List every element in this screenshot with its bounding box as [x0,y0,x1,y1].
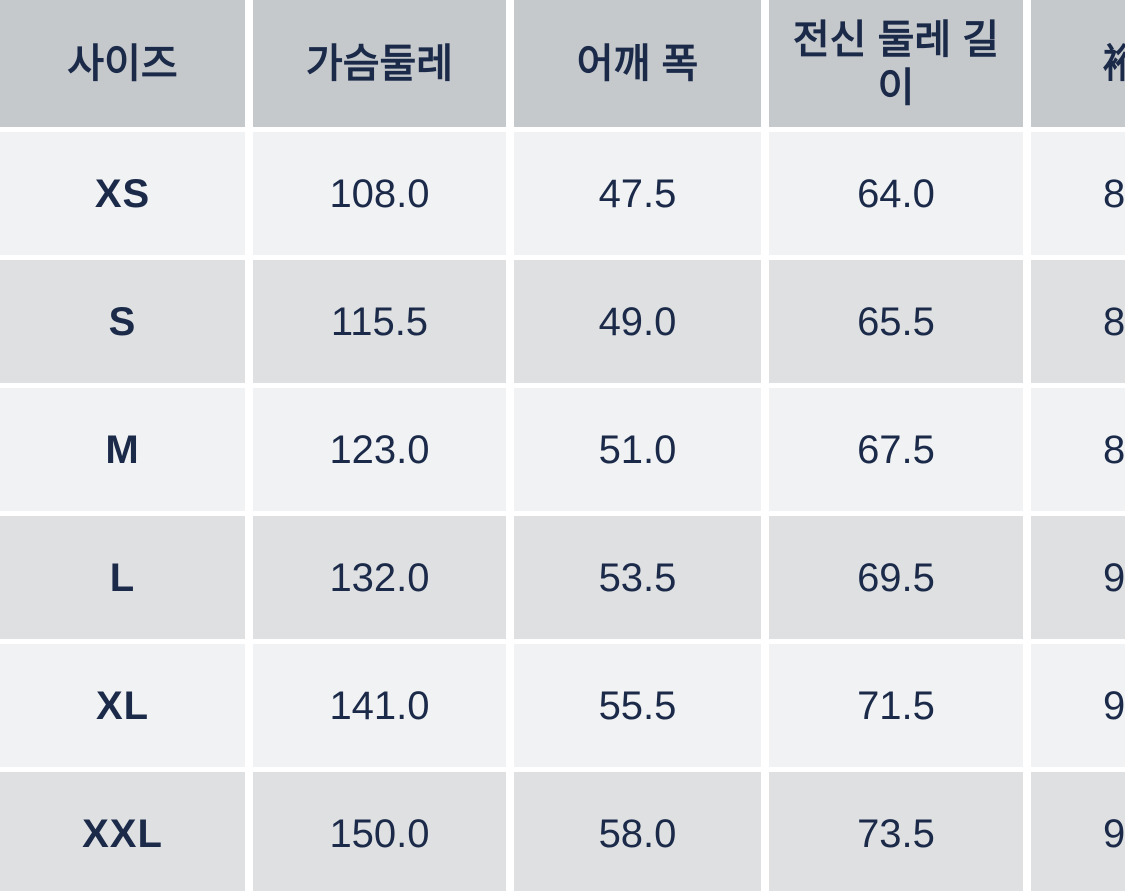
cell-shoulder: 55.5 [514,644,761,767]
cell-length: 71.5 [769,644,1023,767]
cell-sleeve: 8 [1031,260,1125,383]
header-shoulder: 어깨 폭 [514,0,761,127]
cell-size: S [0,260,245,383]
cell-length: 73.5 [769,772,1023,891]
cell-sleeve: 8 [1031,388,1125,511]
cell-length: 64.0 [769,132,1023,255]
cell-chest: 123.0 [253,388,506,511]
cell-length: 67.5 [769,388,1023,511]
header-sleeve: 裄 [1031,0,1125,127]
cell-shoulder: 49.0 [514,260,761,383]
cell-size: M [0,388,245,511]
cell-chest: 132.0 [253,516,506,639]
cell-sleeve: 8 [1031,132,1125,255]
header-size: 사이즈 [0,0,245,127]
cell-shoulder: 58.0 [514,772,761,891]
cell-chest: 150.0 [253,772,506,891]
cell-chest: 108.0 [253,132,506,255]
cell-sleeve: 9 [1031,772,1125,891]
cell-shoulder: 53.5 [514,516,761,639]
cell-size: XXL [0,772,245,891]
cell-chest: 115.5 [253,260,506,383]
cell-shoulder: 51.0 [514,388,761,511]
header-chest: 가슴둘레 [253,0,506,127]
cell-sleeve: 9 [1031,644,1125,767]
cell-chest: 141.0 [253,644,506,767]
cell-shoulder: 47.5 [514,132,761,255]
cell-length: 65.5 [769,260,1023,383]
header-length: 전신 둘레 길이 [769,0,1023,127]
cell-size: XS [0,132,245,255]
cell-length: 69.5 [769,516,1023,639]
cell-sleeve: 9 [1031,516,1125,639]
cell-size: XL [0,644,245,767]
cell-size: L [0,516,245,639]
